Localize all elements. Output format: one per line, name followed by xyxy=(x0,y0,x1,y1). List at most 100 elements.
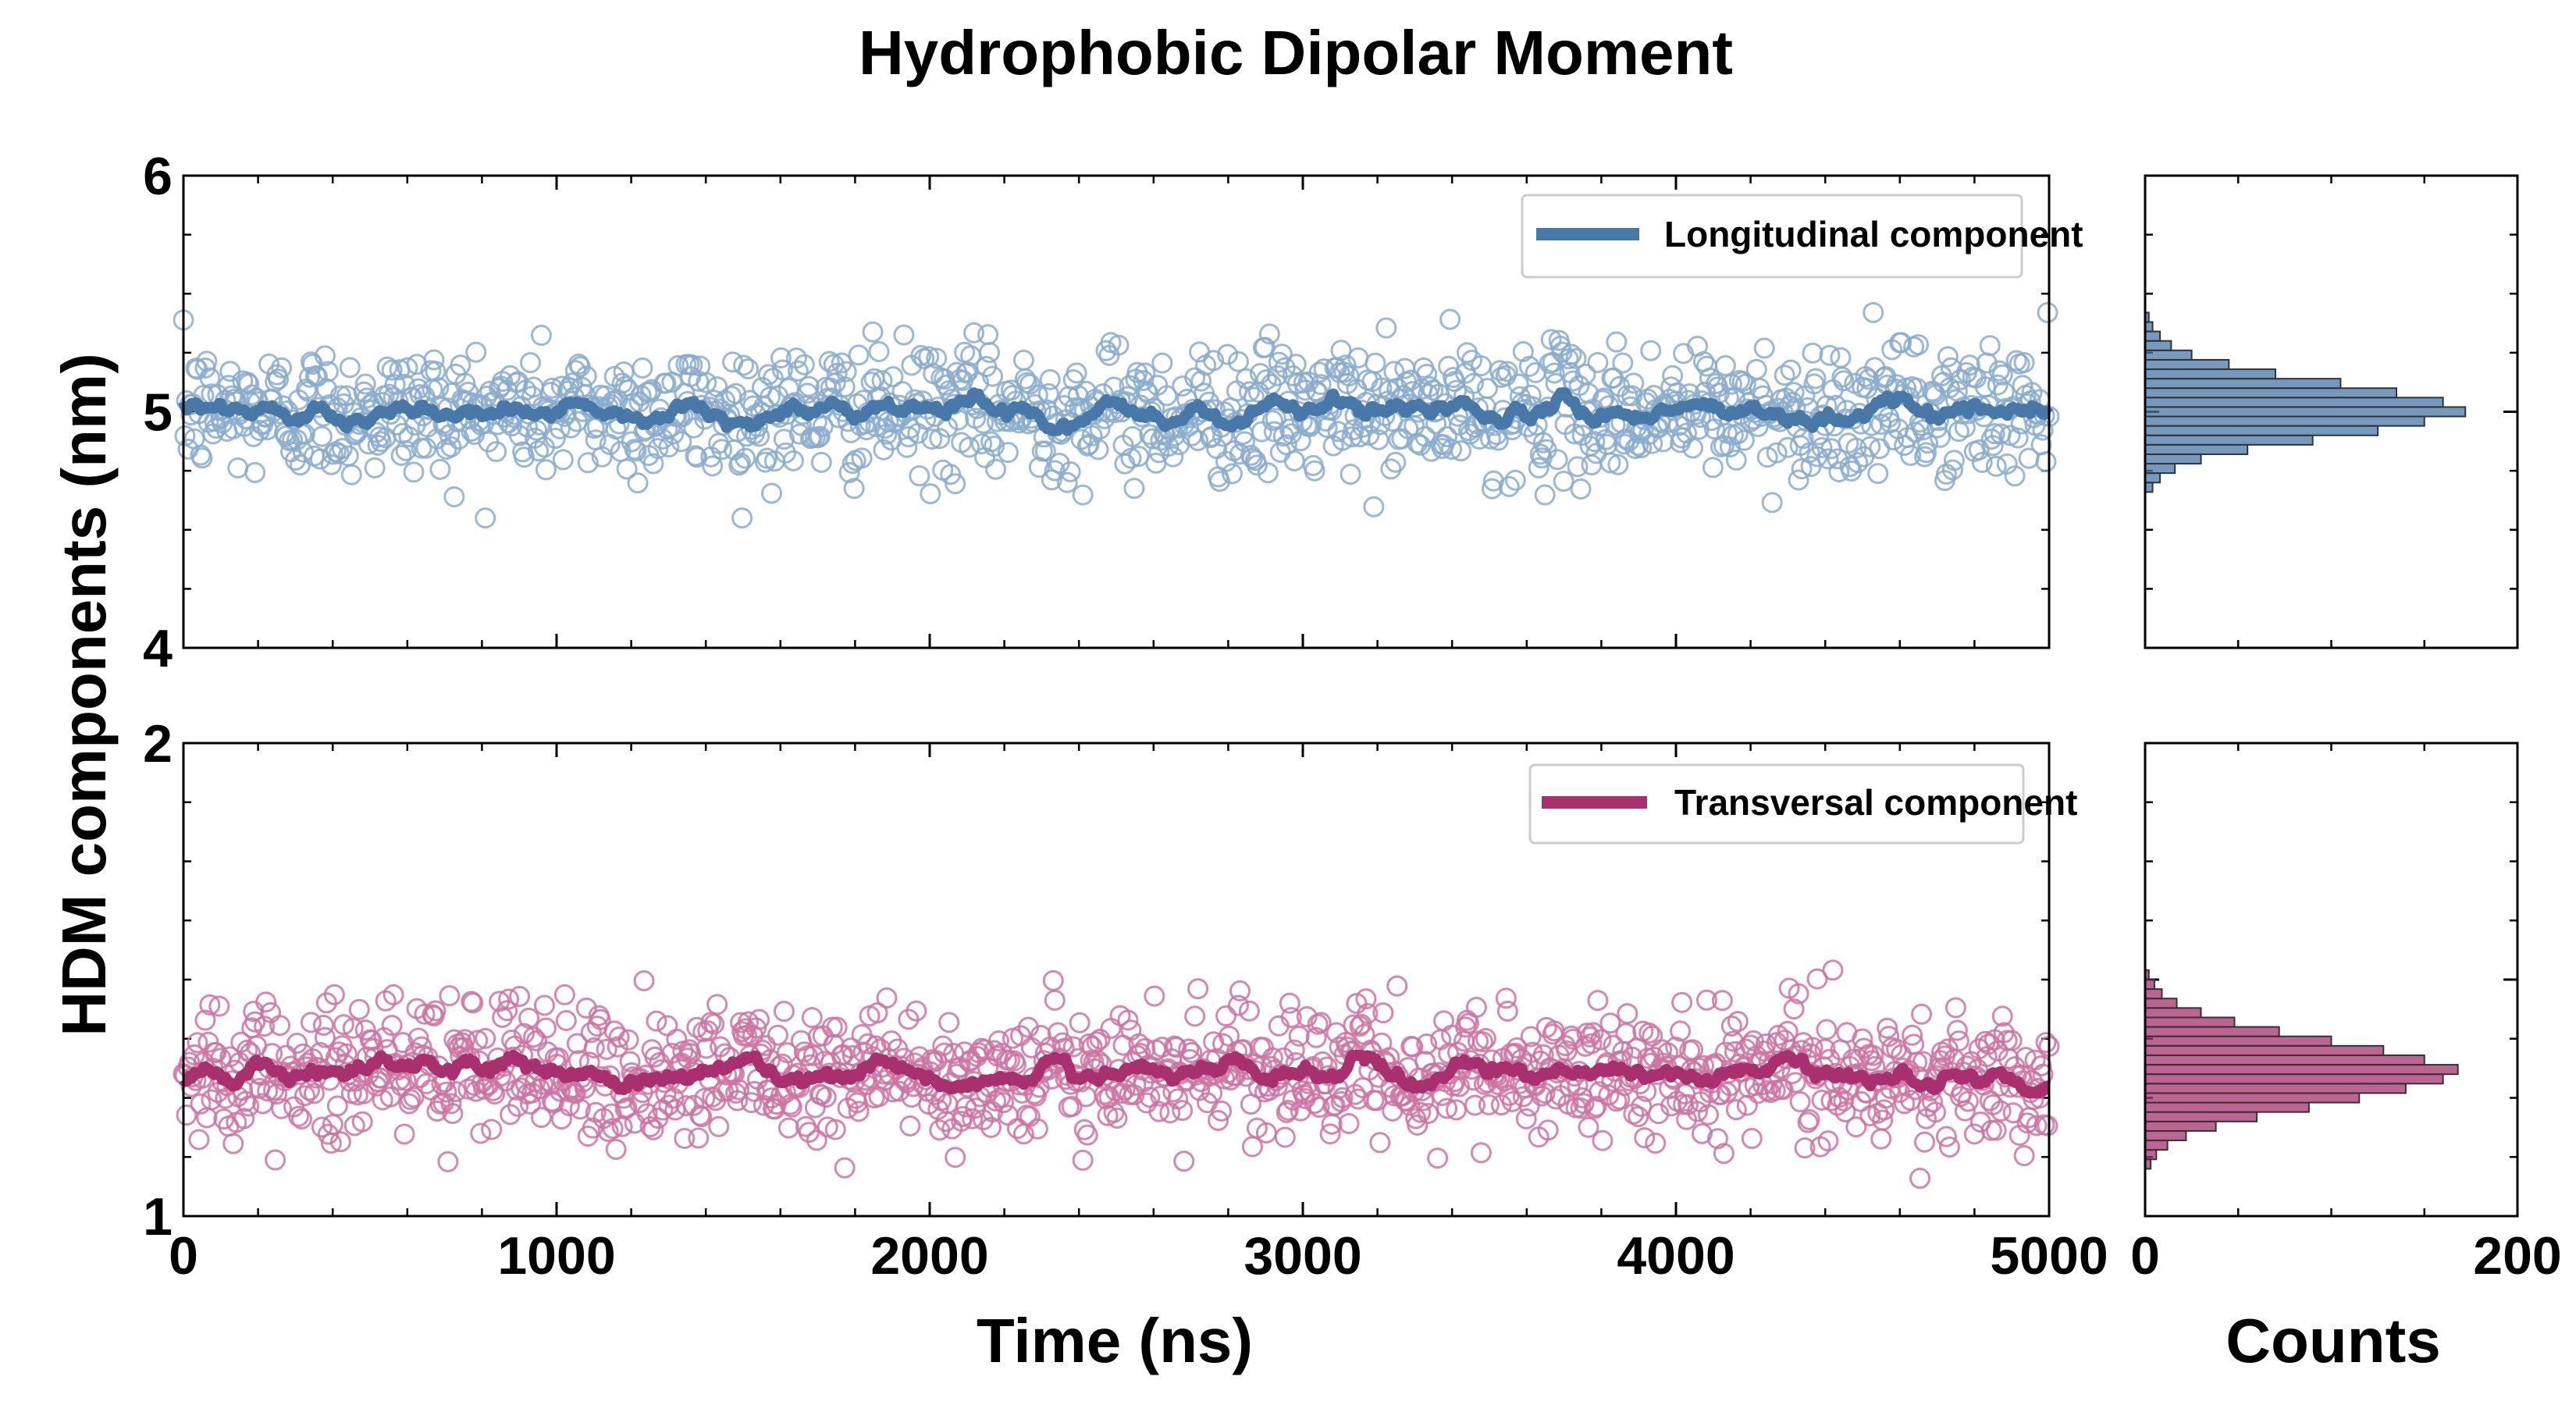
data-point xyxy=(286,1032,308,1054)
data-point xyxy=(1628,1106,1649,1128)
data-point xyxy=(1976,1046,1998,1068)
data-point xyxy=(703,1013,725,1035)
data-point xyxy=(1959,354,1980,376)
data-point xyxy=(1938,1136,1960,1158)
data-point xyxy=(311,425,333,447)
data-point xyxy=(575,365,597,387)
histogram-bar xyxy=(2144,1035,2332,1047)
data-point xyxy=(1725,1099,1747,1121)
data-point xyxy=(614,375,636,397)
data-point xyxy=(333,1014,354,1036)
data-point xyxy=(871,370,893,392)
data-point xyxy=(1935,1126,1957,1147)
data-point xyxy=(727,1090,749,1112)
data-point xyxy=(1875,1087,1897,1109)
data-point xyxy=(959,436,980,458)
data-point xyxy=(1479,428,1501,450)
data-point xyxy=(442,1103,464,1125)
histogram-bar xyxy=(2144,434,2314,446)
data-point xyxy=(514,446,535,468)
data-point xyxy=(577,452,599,474)
data-point xyxy=(694,1087,716,1109)
data-point xyxy=(1714,354,1736,376)
data-point xyxy=(1133,370,1155,392)
data-point xyxy=(1788,469,1809,491)
data-point xyxy=(921,429,943,450)
data-point xyxy=(1436,425,1458,447)
data-point xyxy=(666,1028,688,1050)
data-point xyxy=(1581,1033,1603,1055)
data-point xyxy=(977,324,999,346)
data-point xyxy=(2013,1145,2035,1167)
data-point xyxy=(1450,440,1472,462)
data-point xyxy=(688,370,710,392)
data-point xyxy=(801,1007,823,1029)
data-point xyxy=(714,389,736,411)
data-point xyxy=(1280,1007,1302,1029)
histogram-bar xyxy=(2144,387,2397,399)
data-point xyxy=(1122,425,1144,447)
data-point xyxy=(1570,1097,1592,1119)
data-point xyxy=(1623,1103,1645,1125)
data-point xyxy=(1139,1087,1161,1108)
data-point xyxy=(706,376,728,398)
axis-ticks xyxy=(2144,743,2519,1216)
data-point xyxy=(818,350,840,372)
data-point xyxy=(1184,1005,1206,1027)
data-point xyxy=(1783,382,1805,404)
data-point xyxy=(1948,1030,1969,1052)
data-point xyxy=(1162,446,1184,468)
data-point xyxy=(300,1012,322,1033)
data-point xyxy=(1845,1116,1867,1138)
data-point xyxy=(1695,989,1717,1011)
data-point xyxy=(1506,1037,1528,1058)
data-point xyxy=(735,447,756,469)
data-point xyxy=(1344,1083,1366,1105)
data-point xyxy=(731,507,753,529)
data-point xyxy=(876,987,898,1008)
data-point xyxy=(1386,975,1408,997)
data-point xyxy=(674,1128,696,1150)
data-point xyxy=(1545,1088,1567,1110)
data-point xyxy=(1802,1037,1823,1058)
data-point xyxy=(770,347,792,369)
histogram-bar xyxy=(2144,340,2172,351)
data-point xyxy=(1573,1093,1595,1115)
data-point xyxy=(1623,372,1645,394)
data-point xyxy=(403,461,425,483)
data-point xyxy=(1917,432,1939,454)
data-point xyxy=(985,458,1007,480)
data-point xyxy=(1695,355,1717,377)
data-point xyxy=(1991,364,2013,386)
data-point xyxy=(196,350,218,372)
histogram-bar xyxy=(2144,1149,2158,1161)
data-point xyxy=(257,1080,279,1102)
data-point xyxy=(848,1101,870,1122)
data-point xyxy=(1733,429,1755,451)
data-point xyxy=(1515,1108,1537,1129)
data-point xyxy=(1410,1101,1432,1123)
data-point xyxy=(777,1117,799,1139)
data-point xyxy=(1044,989,1066,1011)
data-point xyxy=(1041,469,1062,491)
data-point xyxy=(244,1011,266,1033)
data-point xyxy=(992,1092,1014,1114)
data-point xyxy=(265,1149,286,1171)
data-point xyxy=(1753,337,1775,359)
data-point xyxy=(481,1119,503,1140)
data-point xyxy=(1012,349,1034,371)
data-point xyxy=(1375,317,1397,339)
data-point xyxy=(1156,385,1178,407)
histogram-bar xyxy=(2144,378,2342,389)
data-point xyxy=(1350,1013,1372,1035)
data-point xyxy=(1957,1090,1979,1112)
data-point xyxy=(1217,343,1239,365)
data-point xyxy=(1261,410,1283,432)
data-point xyxy=(520,1093,542,1115)
data-point xyxy=(254,1016,276,1037)
data-point xyxy=(824,372,846,394)
data-point xyxy=(1100,1017,1122,1039)
data-point xyxy=(971,433,993,455)
data-point xyxy=(807,427,829,449)
data-point xyxy=(798,375,820,397)
